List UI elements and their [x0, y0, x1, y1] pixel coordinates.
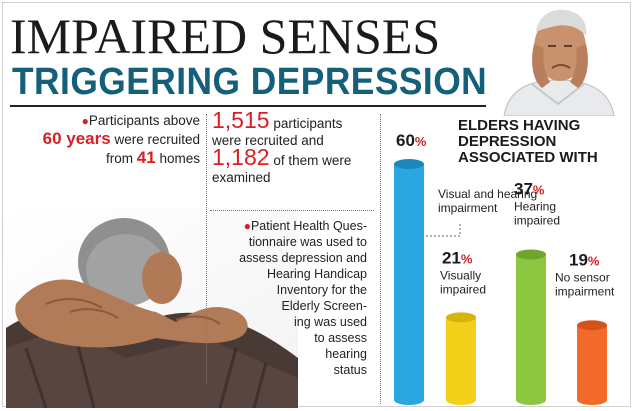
category-label: No sensor: [555, 270, 610, 284]
recruit-line-pre: Participants above: [88, 113, 200, 128]
method-fact: ●Patient Health Ques- tionnaire was used…: [206, 218, 367, 378]
examined-text-a: of them were: [273, 153, 352, 168]
unit-label: %: [588, 253, 600, 268]
method-line: assess depression and: [239, 251, 367, 265]
row-divider: [210, 210, 374, 211]
bar: [577, 325, 607, 400]
value-label: 21%: [442, 248, 473, 267]
bar: [394, 164, 424, 400]
method-line: Inventory for the: [276, 283, 367, 297]
method-line: Elderly Screen-: [281, 299, 367, 313]
recruitment-fact: ●Participants above 60 years were recrui…: [10, 112, 200, 168]
recruit-line-from: from: [106, 151, 134, 166]
value-label: 60%: [396, 131, 427, 150]
bar-top: [446, 312, 476, 323]
page-subtitle: TRIGGERING DEPRESSION: [12, 61, 488, 103]
participants-text-b: were recruited and: [212, 133, 324, 148]
title-rule: [10, 105, 486, 107]
column-divider: [380, 114, 381, 404]
bullet-icon: ●: [243, 219, 251, 233]
chart-title: ELDERS HAVING DEPRESSION ASSOCIATED WITH: [458, 117, 598, 166]
method-line: hearing: [325, 347, 367, 361]
recruit-age: 60 years: [42, 129, 111, 148]
method-line: tionnaire was used to: [248, 235, 367, 249]
category-label: Visually: [440, 268, 481, 282]
recruit-line-end: homes: [159, 151, 200, 166]
bar-top: [577, 320, 607, 331]
category-label: impaired: [514, 213, 560, 227]
value-label: 37%: [514, 179, 545, 198]
unit-label: %: [533, 182, 545, 197]
participants-fact: 1,515 participants were recruited and 1,…: [212, 109, 372, 186]
method-line: to assess: [314, 331, 367, 345]
examined-text-b: examined: [212, 170, 271, 185]
bar-group: [577, 320, 607, 405]
method-line: status: [333, 363, 367, 377]
column-divider: [206, 114, 207, 384]
examined-number: 1,182: [212, 144, 270, 170]
unit-label: %: [461, 251, 473, 266]
bar: [516, 254, 546, 400]
category-label: impairment: [555, 284, 615, 298]
method-line: Hearing Handicap: [266, 267, 367, 281]
bar-top: [394, 159, 424, 169]
depression-bar-chart: 60%Visual and hearingimpairment21%Visual…: [394, 131, 615, 405]
bar-top: [516, 249, 546, 260]
value-label: 19%: [569, 250, 600, 269]
elderly-man-portrait-image: [494, 4, 622, 116]
infographic-frame: [2, 2, 631, 407]
category-label: impairment: [438, 201, 498, 215]
bar-group: [394, 159, 424, 405]
bar-group: [446, 312, 476, 405]
bar: [446, 317, 476, 400]
participants-text-a: participants: [273, 116, 343, 131]
participants-number: 1,515: [212, 107, 270, 133]
sad-elderly-man-image: [6, 208, 298, 408]
label-connector: [426, 224, 461, 237]
bullet-icon: ●: [81, 114, 89, 128]
bar-group: [516, 249, 546, 405]
method-line: ing was used: [294, 315, 367, 329]
page-title: IMPAIRED SENSES: [10, 8, 441, 64]
category-label: Hearing: [514, 199, 556, 213]
method-line: Patient Health Ques-: [250, 219, 367, 233]
unit-label: %: [415, 134, 427, 149]
recruit-homes: 41: [136, 148, 156, 167]
category-label: Visual and hearing: [438, 187, 537, 201]
recruit-line-mid: were recruited: [114, 132, 200, 147]
category-label: impaired: [440, 282, 486, 296]
